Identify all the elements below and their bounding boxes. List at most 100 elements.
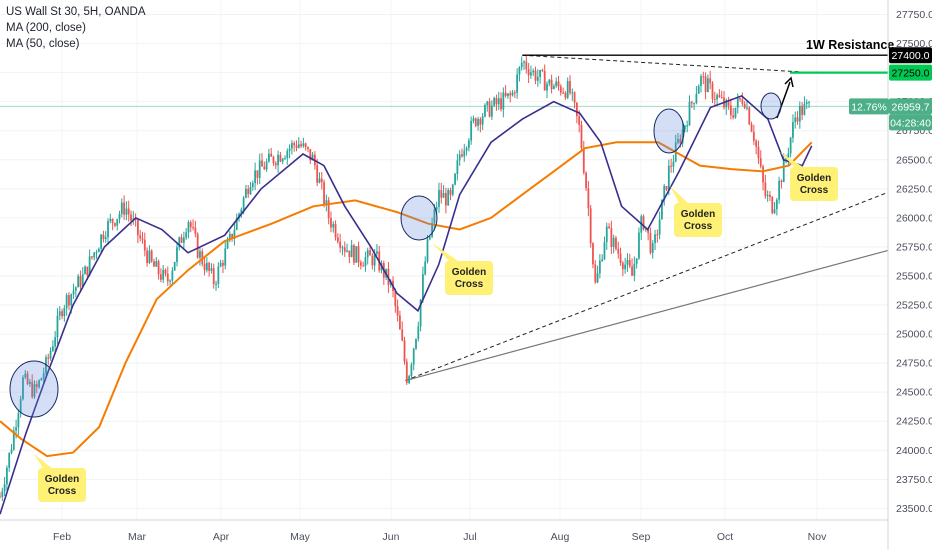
candle-body bbox=[451, 184, 454, 195]
candle-body bbox=[610, 228, 613, 247]
candle-body bbox=[447, 190, 450, 206]
y-tick-label: 24500.0 bbox=[896, 387, 932, 399]
price-axis[interactable]: 27750.027500.027250.027000.026750.026500… bbox=[887, 0, 932, 550]
candle-body bbox=[332, 223, 335, 228]
candle-body bbox=[470, 120, 473, 141]
green-zone-price-tag-bg bbox=[889, 64, 932, 81]
candle-body bbox=[734, 107, 737, 118]
highlight-circle bbox=[400, 195, 438, 241]
candle-body bbox=[327, 200, 330, 218]
time-axis[interactable]: Feb Mar Apr May Jun Jul Aug Sep Oct Nov bbox=[0, 519, 888, 543]
candle-body bbox=[139, 235, 142, 239]
candle-body bbox=[477, 118, 479, 126]
current-price-tag-bg bbox=[889, 98, 932, 115]
golden-cross-text: Cross bbox=[800, 185, 829, 196]
candle-body bbox=[444, 193, 447, 206]
resistance-label: 1W Resistance bbox=[806, 38, 894, 52]
candle-body bbox=[297, 144, 300, 148]
candle-body bbox=[500, 98, 502, 110]
candle-body bbox=[286, 150, 289, 159]
candle-body bbox=[330, 217, 332, 228]
note-pointer bbox=[670, 186, 690, 205]
y-tick-label: 25000.0 bbox=[896, 329, 932, 341]
x-tick-label: Mar bbox=[128, 531, 147, 543]
candle-body bbox=[695, 93, 698, 104]
candle-body bbox=[185, 232, 188, 238]
y-tick-label: 23750.0 bbox=[896, 474, 932, 486]
golden-cross-text: Cross bbox=[455, 279, 484, 290]
candle-body bbox=[424, 261, 427, 275]
candle-body bbox=[33, 384, 36, 397]
candle-body bbox=[729, 105, 732, 116]
candle-body bbox=[17, 413, 20, 428]
highlight-circles bbox=[9, 92, 782, 418]
candle-body bbox=[261, 160, 263, 167]
candle-body bbox=[472, 118, 475, 121]
candle-body bbox=[718, 95, 721, 98]
candle-body bbox=[428, 236, 431, 240]
candle-body bbox=[311, 154, 314, 161]
candle-body bbox=[307, 146, 309, 149]
candle-body bbox=[102, 234, 105, 240]
countdown-tag-bg bbox=[889, 114, 932, 131]
candle-body bbox=[587, 188, 590, 209]
candle-body bbox=[746, 107, 748, 109]
candle-body bbox=[3, 484, 6, 492]
candle-body bbox=[785, 158, 787, 160]
candle-body bbox=[681, 128, 684, 144]
price-levels: 1W Resistance bbox=[522, 38, 894, 119]
candle-body bbox=[56, 315, 59, 338]
candle-body bbox=[88, 256, 91, 276]
grid-lines bbox=[0, 0, 888, 520]
candle-body bbox=[155, 261, 158, 267]
candle-body bbox=[766, 194, 769, 197]
candle-body bbox=[215, 283, 217, 285]
candle-body bbox=[58, 311, 61, 316]
candle-body bbox=[334, 223, 337, 238]
candle-body bbox=[54, 337, 57, 347]
candle-body bbox=[366, 250, 369, 258]
candle-body bbox=[725, 100, 728, 108]
candle-body bbox=[104, 237, 107, 240]
symbol-title[interactable]: US Wall St 30, 5H, OANDA bbox=[6, 6, 146, 18]
candle-body bbox=[245, 188, 247, 198]
ma50-line bbox=[0, 94, 813, 515]
candle-body bbox=[222, 262, 224, 266]
candle-body bbox=[415, 338, 417, 349]
candle-body bbox=[651, 243, 654, 253]
candle-body bbox=[663, 186, 666, 200]
candle-body bbox=[633, 263, 636, 276]
candle-body bbox=[525, 61, 528, 70]
note-pointer bbox=[780, 152, 806, 169]
ma200-legend[interactable]: MA (200, close) bbox=[6, 22, 86, 34]
candle-body bbox=[194, 227, 197, 234]
candle-body bbox=[1, 491, 4, 497]
candle-body bbox=[564, 92, 567, 98]
candle-body bbox=[95, 252, 98, 254]
candle-body bbox=[438, 190, 440, 208]
candle-body bbox=[164, 269, 167, 274]
candle-body bbox=[782, 158, 785, 183]
candle-body bbox=[658, 219, 661, 235]
ma50-legend[interactable]: MA (50, close) bbox=[6, 38, 80, 50]
candle-body bbox=[720, 97, 723, 99]
candle-body bbox=[513, 92, 516, 94]
candle-body bbox=[281, 159, 284, 162]
candle-body bbox=[169, 280, 171, 282]
candle-body bbox=[350, 245, 353, 258]
candle-body bbox=[348, 250, 351, 258]
candle-body bbox=[598, 260, 601, 274]
candle-body bbox=[762, 166, 764, 183]
candle-body bbox=[355, 246, 358, 263]
candle-body bbox=[493, 97, 496, 106]
candle-body bbox=[74, 287, 77, 291]
candle-body bbox=[224, 248, 227, 266]
candle-body bbox=[647, 228, 650, 234]
x-tick-label: Feb bbox=[53, 531, 71, 543]
candle-body bbox=[111, 218, 114, 224]
candle-body bbox=[341, 247, 344, 249]
candle-body bbox=[727, 100, 730, 106]
candle-body bbox=[706, 78, 709, 93]
candle-body bbox=[336, 237, 339, 242]
